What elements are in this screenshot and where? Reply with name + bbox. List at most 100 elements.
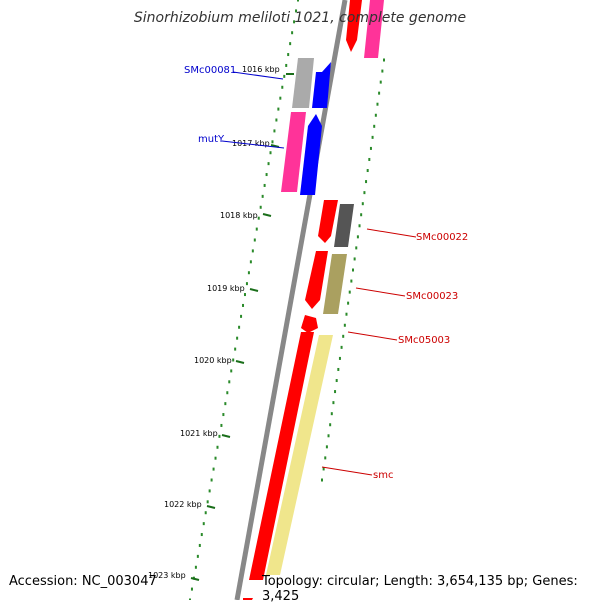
guide-dot — [374, 113, 377, 117]
gene-label-smc[interactable]: smc — [373, 470, 393, 481]
guide-dot — [287, 53, 290, 57]
guide-dot — [383, 58, 385, 62]
guide-dot — [321, 478, 323, 482]
guide-dot — [230, 369, 233, 373]
gene-features — [243, 0, 384, 600]
guide-dot — [366, 169, 369, 173]
guide-dot — [338, 356, 341, 360]
gene-feature[interactable] — [301, 315, 318, 333]
gene-feature[interactable] — [249, 332, 314, 580]
guide-dot — [376, 102, 379, 106]
scale-tick-label: 1019 kbp — [207, 284, 245, 293]
guide-dot — [255, 227, 258, 231]
gene-label-smc00081[interactable]: SMc00081 — [184, 65, 236, 76]
gene-feature[interactable] — [364, 0, 384, 58]
scale-tick — [235, 360, 245, 364]
guide-dot — [247, 271, 250, 275]
guide-dot — [356, 235, 359, 239]
guide-dot — [240, 314, 243, 318]
guide-dot — [232, 358, 235, 362]
scale-tick — [221, 434, 231, 438]
guide-dot — [291, 31, 294, 35]
guide-dot — [371, 135, 374, 139]
guide-dot — [202, 522, 205, 526]
guide-dot — [220, 423, 223, 427]
guide-dot — [347, 301, 350, 305]
label-leader — [355, 287, 406, 297]
guide-dot — [283, 74, 286, 78]
scale-tick — [249, 288, 259, 292]
guide-dot — [234, 347, 237, 351]
guide-dot — [257, 216, 260, 220]
gene-feature[interactable] — [281, 112, 306, 192]
gene-feature[interactable] — [318, 200, 338, 243]
guide-dot — [196, 554, 199, 558]
gene-feature[interactable] — [323, 254, 347, 314]
guide-dot — [332, 401, 335, 405]
scale-tick-label: 1016 kbp — [242, 65, 280, 74]
label-leader — [321, 466, 373, 476]
guide-dot — [277, 107, 280, 111]
label-leader — [366, 228, 417, 238]
guide-dot — [216, 445, 219, 449]
gene-labels: SMc00081 mutY SMc00022 SMc00023 SMc05003… — [184, 65, 468, 481]
guide-dot — [348, 290, 351, 294]
guide-dot — [334, 390, 337, 394]
guide-dot — [194, 565, 197, 569]
scale-tick-label: 1022 kbp — [164, 500, 202, 509]
guide-dot — [236, 336, 239, 340]
guide-dot — [273, 129, 276, 133]
guide-dot — [275, 118, 278, 122]
gene-label-smc00022[interactable]: SMc00022 — [416, 232, 468, 243]
guide-dot — [340, 345, 343, 349]
gene-feature[interactable] — [266, 335, 333, 575]
guide-dot — [238, 325, 241, 329]
guide-dot — [373, 124, 376, 128]
guide-dot — [263, 183, 266, 187]
label-leader — [232, 71, 284, 80]
guide-dot — [261, 194, 264, 198]
scale-tick-label: 1017 kbp — [232, 139, 270, 148]
scale-tick — [262, 213, 272, 217]
guide-dot — [249, 260, 252, 264]
guide-dot — [295, 9, 298, 13]
guide-dot — [218, 434, 221, 438]
guide-dot — [352, 268, 354, 272]
guide-dot — [363, 191, 366, 195]
guide-dot — [345, 312, 348, 316]
gene-feature[interactable] — [346, 0, 362, 52]
accession-text: Accession: NC_003047 — [9, 574, 157, 589]
guide-dot — [330, 412, 333, 416]
gene-label-smc05003[interactable]: SMc05003 — [398, 335, 450, 346]
guide-dot — [253, 238, 256, 242]
guide-dot — [279, 96, 282, 100]
guide-dot — [214, 456, 217, 460]
guide-dot — [198, 543, 201, 547]
guide-dot — [293, 20, 296, 24]
guide-dot — [365, 180, 368, 184]
gene-feature[interactable] — [305, 251, 328, 309]
gene-feature[interactable] — [300, 114, 322, 195]
guide-dot — [337, 367, 340, 371]
guide-dot — [350, 279, 353, 283]
guide-dot — [355, 246, 358, 250]
kbp-scale: 1016 kbp 1017 kbp 1018 kbp 1019 kbp 1020… — [148, 65, 294, 581]
guide-dot — [224, 402, 227, 406]
gene-label-muty[interactable]: mutY — [198, 134, 225, 145]
scale-tick — [190, 577, 200, 581]
guide-dot — [297, 0, 299, 2]
scale-tick-label: 1018 kbp — [220, 211, 258, 220]
gene-feature[interactable] — [334, 204, 354, 247]
guide-dot — [361, 202, 364, 206]
gene-label-smc00023[interactable]: SMc00023 — [406, 291, 458, 302]
guide-dot — [190, 587, 193, 591]
guide-dot — [378, 91, 381, 95]
guide-dot — [368, 157, 371, 161]
gene-feature[interactable] — [292, 58, 314, 108]
guide-dot — [379, 80, 382, 84]
guide-dot — [243, 293, 246, 297]
gene-feature[interactable] — [312, 62, 331, 108]
guide-dot — [271, 140, 274, 144]
guide-dot — [259, 205, 262, 209]
